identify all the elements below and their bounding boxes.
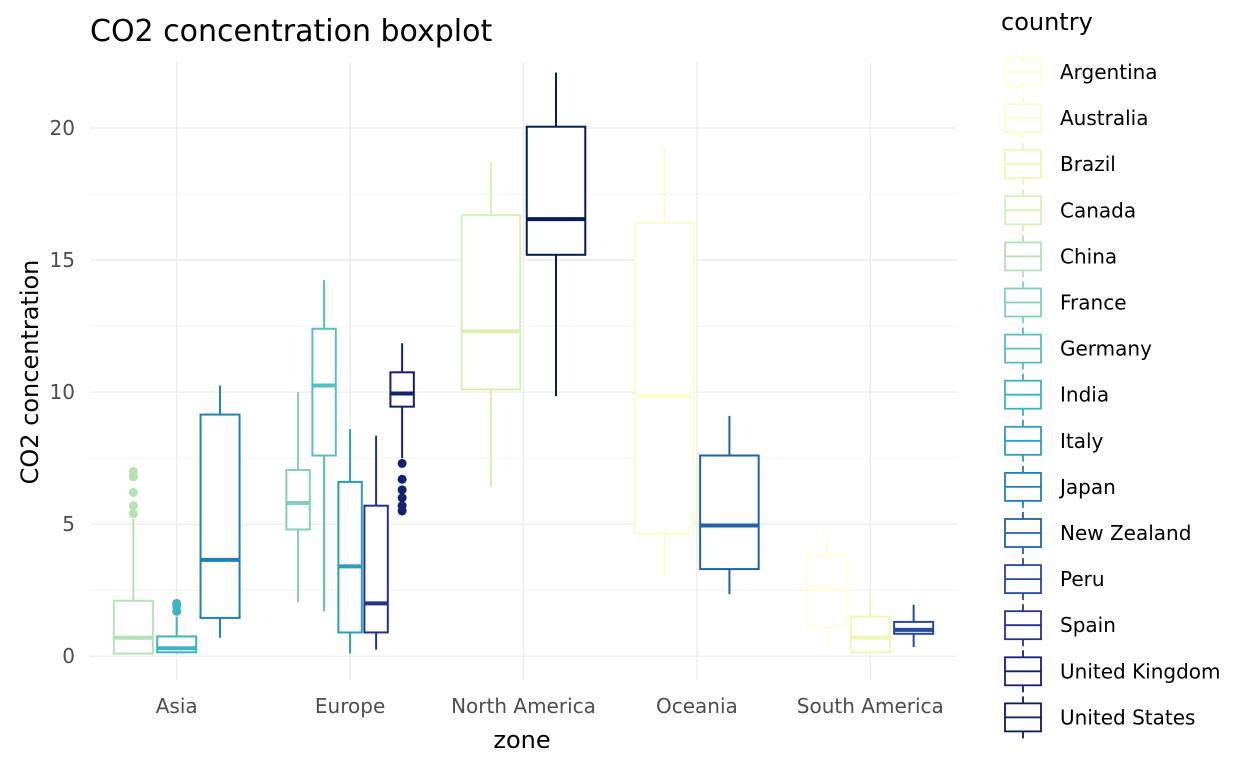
box-iqr	[525, 125, 587, 256]
x-tick-label-asia: Asia	[156, 694, 198, 718]
box-europe-germany	[311, 279, 337, 612]
legend-item-germany: Germany	[1004, 327, 1152, 370]
legend-label: Italy	[1060, 429, 1104, 453]
legend-label: Japan	[1058, 475, 1116, 499]
box-iqr	[363, 504, 389, 634]
box-europe-united-kingdom	[389, 343, 415, 516]
x-tick-label-oceania: Oceania	[656, 694, 738, 718]
box-iqr	[285, 469, 311, 531]
box-iqr	[199, 413, 241, 619]
box-oceania-new-zealand	[699, 415, 760, 595]
box-iqr	[849, 615, 891, 654]
legend-item-india: India	[1004, 373, 1109, 416]
legend-label: China	[1060, 244, 1117, 268]
outlier-point	[397, 458, 407, 468]
y-tick-label: 15	[50, 248, 75, 272]
legend-title: country	[1001, 8, 1093, 36]
y-tick-label: 10	[50, 380, 75, 404]
legend-label: Argentina	[1060, 60, 1158, 84]
box-iqr	[311, 327, 337, 457]
box-oceania-australia	[634, 146, 695, 577]
legend-label: Peru	[1060, 567, 1105, 591]
outlier-point	[397, 485, 407, 495]
legend-label: India	[1060, 383, 1109, 407]
legend-item-australia: Australia	[1004, 97, 1148, 140]
x-tick-label-europe: Europe	[315, 694, 385, 718]
x-axis-title: zone	[493, 726, 550, 754]
box-south-america-brazil	[849, 595, 891, 654]
legend-item-united-kingdom: United Kingdom	[1004, 650, 1221, 693]
legend-item-united-states: United States	[1004, 696, 1195, 739]
legend-item-peru: Peru	[1004, 558, 1105, 601]
box-europe-spain	[363, 435, 389, 650]
outlier-point	[397, 501, 407, 511]
legend-label: Germany	[1060, 337, 1152, 361]
box-asia-japan	[199, 385, 241, 638]
box-north-america-united-states	[525, 72, 587, 397]
box-south-america-argentina	[806, 532, 848, 649]
legend-label: Australia	[1060, 106, 1148, 130]
box-iqr	[337, 480, 363, 634]
legend-item-new-zealand: New Zealand	[1004, 512, 1191, 554]
chart-title: CO2 concentration boxplot	[90, 14, 492, 49]
outlier-point	[128, 466, 138, 476]
box-iqr	[806, 554, 848, 629]
y-tick-label: 20	[50, 116, 75, 140]
legend-label: Brazil	[1060, 152, 1116, 176]
y-axis-title: CO2 concentration	[16, 260, 44, 485]
y-tick-label: 5	[62, 512, 75, 536]
outlier-point	[128, 487, 138, 497]
box-south-america-peru	[893, 604, 935, 647]
box-europe-italy	[337, 429, 363, 654]
legend-item-brazil: Brazil	[1004, 143, 1116, 186]
box-iqr	[460, 214, 522, 391]
legend: Argentina Australia Brazil Canada China Franc…	[1004, 51, 1221, 739]
legend-item-china: China	[1004, 235, 1117, 278]
legend-item-japan: Japan	[1004, 465, 1116, 508]
box-iqr	[112, 599, 154, 655]
x-tick-label-north-america: North America	[451, 694, 596, 718]
legend-label: Canada	[1060, 198, 1136, 222]
outlier-point	[397, 493, 407, 503]
outlier-point	[397, 474, 407, 484]
boxes	[112, 72, 935, 655]
box-iqr	[634, 222, 695, 535]
legend-item-canada: Canada	[1004, 189, 1136, 232]
outlier-point	[172, 598, 182, 608]
grid	[90, 62, 957, 680]
box-asia-india	[156, 598, 198, 654]
x-tick-label-south-america: South America	[797, 694, 944, 718]
box-asia-china	[112, 466, 154, 655]
box-iqr	[389, 371, 415, 408]
legend-label: Spain	[1060, 613, 1116, 637]
legend-label: New Zealand	[1060, 521, 1191, 545]
y-tick-label: 0	[62, 644, 75, 668]
legend-label: United States	[1060, 705, 1195, 729]
outlier-point	[128, 509, 138, 519]
box-europe-france	[285, 392, 311, 603]
legend-item-spain: Spain	[1004, 604, 1116, 647]
legend-item-france: France	[1004, 281, 1127, 324]
legend-label: United Kingdom	[1060, 659, 1221, 683]
box-iqr	[699, 454, 760, 571]
outlier-point	[128, 501, 138, 511]
box-north-america-canada	[460, 162, 522, 488]
legend-label: France	[1060, 291, 1127, 315]
axes: 0 5 10 15 20 Asia Europe North America Oceania So…	[50, 116, 944, 718]
legend-item-argentina: Argentina	[1004, 51, 1158, 93]
legend-item-italy: Italy	[1004, 419, 1104, 462]
